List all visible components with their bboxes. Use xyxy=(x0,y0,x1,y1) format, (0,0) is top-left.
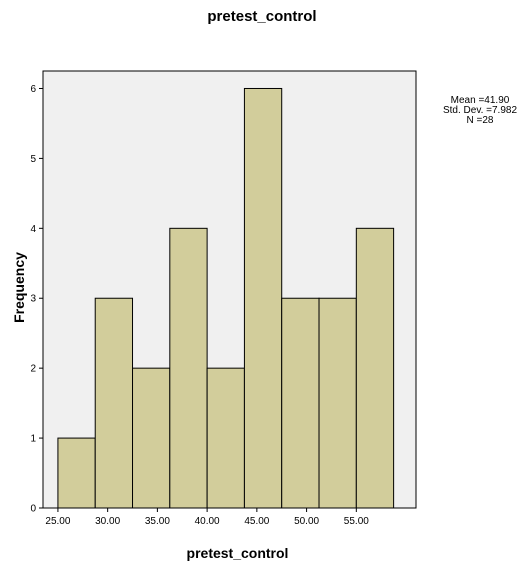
histogram-bar-6 xyxy=(243,87,283,509)
x-axis-title: pretest_control xyxy=(187,545,289,561)
x-tick-label: 25.00 xyxy=(45,516,70,527)
stats-n: N =28 xyxy=(466,115,494,126)
x-tick-label: 40.00 xyxy=(195,516,220,527)
histogram-bar-5 xyxy=(206,367,245,509)
x-tick-label: 45.00 xyxy=(244,516,269,527)
histogram-bar-4 xyxy=(169,227,208,509)
x-tick-label: 30.00 xyxy=(95,516,120,527)
y-tick-label: 0 xyxy=(30,504,36,515)
histogram-bar-2 xyxy=(94,297,134,509)
y-axis-title: Frequency xyxy=(11,252,27,323)
histogram-bar-7 xyxy=(281,297,320,509)
y-tick-label: 5 xyxy=(30,154,36,165)
histogram-bar-1 xyxy=(57,437,96,509)
x-tick-label: 55.00 xyxy=(344,516,369,527)
y-tick-label: 4 xyxy=(30,224,36,235)
chart-title: pretest_control xyxy=(207,8,317,25)
stats-box: Mean =41.90 Std. Dev. =7.982 N =28 xyxy=(440,96,520,126)
x-tick-label: 35.00 xyxy=(145,516,170,527)
y-tick-label: 1 xyxy=(30,434,36,445)
y-tick-label: 6 xyxy=(30,84,36,95)
histogram-bar-3 xyxy=(132,367,171,509)
plot-frame xyxy=(42,70,417,509)
y-tick-label: 3 xyxy=(30,294,36,305)
stats-mean: Mean =41.90 xyxy=(450,95,510,106)
x-tick-label: 50.00 xyxy=(294,516,319,527)
histogram-bar-9 xyxy=(355,227,395,509)
histogram-bar-8 xyxy=(318,297,357,509)
stats-std-dev: Std. Dev. =7.982 xyxy=(442,105,518,116)
y-tick-label: 2 xyxy=(30,364,36,375)
